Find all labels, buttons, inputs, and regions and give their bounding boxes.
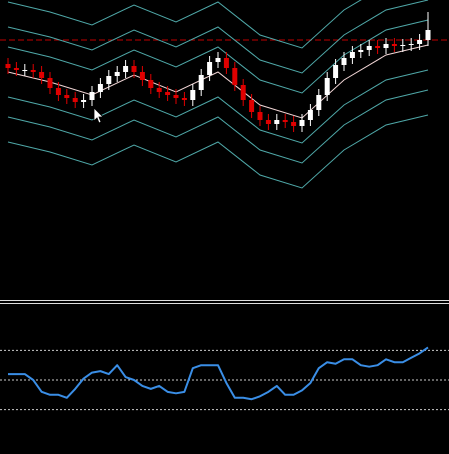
candle-body [131, 66, 137, 72]
candle-body [13, 68, 19, 70]
candle-body [282, 120, 288, 122]
candle-body [114, 72, 120, 76]
candle-body [232, 68, 238, 85]
candle-body [274, 120, 280, 124]
candle-body [173, 95, 179, 98]
candle-body [139, 72, 145, 80]
candle-body [391, 44, 397, 46]
candle-body [72, 98, 78, 102]
candle-body [417, 40, 423, 44]
candle-body [39, 72, 45, 78]
candle-body [47, 78, 53, 88]
candle-body [156, 88, 162, 92]
candle-body [366, 46, 372, 50]
band-line [7, 44, 429, 119]
candle-body [190, 90, 196, 100]
band-line [7, 114, 429, 189]
candle-body [207, 62, 213, 75]
candle-body [358, 50, 364, 52]
candle-body [64, 95, 70, 98]
candle-body [291, 122, 297, 126]
candle-body [307, 110, 313, 120]
band-line [7, 89, 429, 164]
oscillator-panel [0, 346, 449, 411]
candle-body [55, 88, 61, 95]
oscillator-line [8, 346, 429, 401]
candle-body [341, 58, 347, 65]
candle-body [349, 52, 355, 58]
candle-body [97, 84, 103, 92]
candle-body [89, 92, 95, 100]
candle-body [198, 75, 204, 90]
candle-body [215, 58, 221, 62]
candle-body [181, 98, 187, 100]
candle-body [5, 64, 11, 68]
mouse-cursor [93, 107, 104, 124]
band-line [7, 0, 362, 49]
candle-body [30, 70, 36, 72]
candle-body [257, 112, 263, 120]
candle-body [265, 120, 271, 124]
candle-body [324, 78, 330, 95]
candle-body [148, 80, 154, 88]
band-line [7, 69, 429, 144]
candle-body [106, 76, 112, 84]
candle-body [22, 70, 28, 71]
candle-body [123, 66, 129, 72]
candle-body [375, 46, 381, 48]
candle-body [400, 45, 406, 46]
candle-body [383, 44, 389, 48]
band-line [7, 19, 429, 94]
candle-body [223, 58, 229, 68]
candle-body [240, 85, 246, 100]
price-panel [0, 0, 449, 189]
candle-body [316, 95, 322, 110]
candle-body [81, 100, 87, 102]
candle-body [408, 44, 414, 45]
candle-body [299, 120, 305, 126]
candle-body [249, 100, 255, 112]
band-line [7, 0, 429, 74]
candle-body [333, 65, 339, 78]
candle-body [425, 30, 431, 40]
candle-body [165, 92, 171, 95]
